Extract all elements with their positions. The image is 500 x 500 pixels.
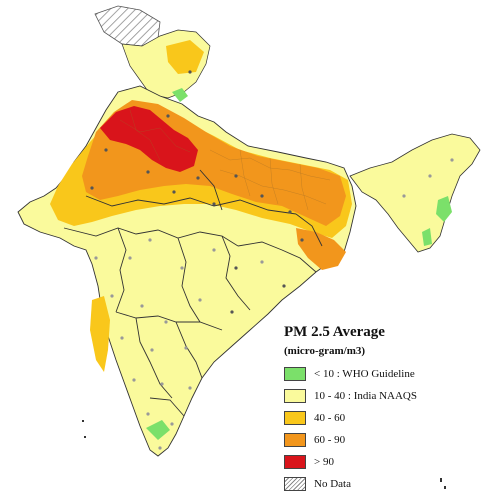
legend-title: PM 2.5 Average [284, 324, 385, 340]
legend-label: 10 - 40 : India NAAQS [314, 390, 417, 402]
legend-item: 10 - 40 : India NAAQS [284, 387, 494, 405]
legend-item: 60 - 90 [284, 431, 494, 449]
green-patch-north [172, 88, 188, 102]
legend-subtitle: (micro-gram/m3) [284, 345, 366, 357]
northeast-region [349, 133, 481, 253]
legend-swatch [284, 433, 306, 447]
legend-item: > 90 [284, 453, 494, 471]
legend-swatch [284, 411, 306, 425]
legend-swatch [284, 389, 306, 403]
legend-label: 40 - 60 [314, 412, 346, 424]
legend-item: No Data [284, 475, 494, 493]
coastal-zone [90, 296, 110, 372]
northern-orange-patch [166, 40, 204, 74]
legend-label: 60 - 90 [314, 434, 346, 446]
northeast-green-2 [422, 228, 432, 246]
legend-item: < 10 : WHO Guideline [284, 365, 494, 383]
no-data-region [94, 5, 161, 47]
islands [82, 420, 446, 489]
monitoring-stations [90, 70, 454, 450]
legend-label: < 10 : WHO Guideline [314, 368, 415, 380]
legend: PM 2.5 Average (micro-gram/m3) < 10 : WH… [284, 324, 494, 497]
legend-item: 40 - 60 [284, 409, 494, 427]
northeast-green [436, 196, 452, 222]
zone-60-90-east [296, 228, 346, 270]
legend-label: > 90 [314, 456, 334, 468]
legend-label: No Data [314, 478, 351, 490]
south-green-patch [146, 420, 170, 440]
state-boundaries [63, 169, 323, 417]
legend-swatch-hatched [284, 477, 306, 491]
legend-swatch [284, 455, 306, 469]
legend-swatch [284, 367, 306, 381]
